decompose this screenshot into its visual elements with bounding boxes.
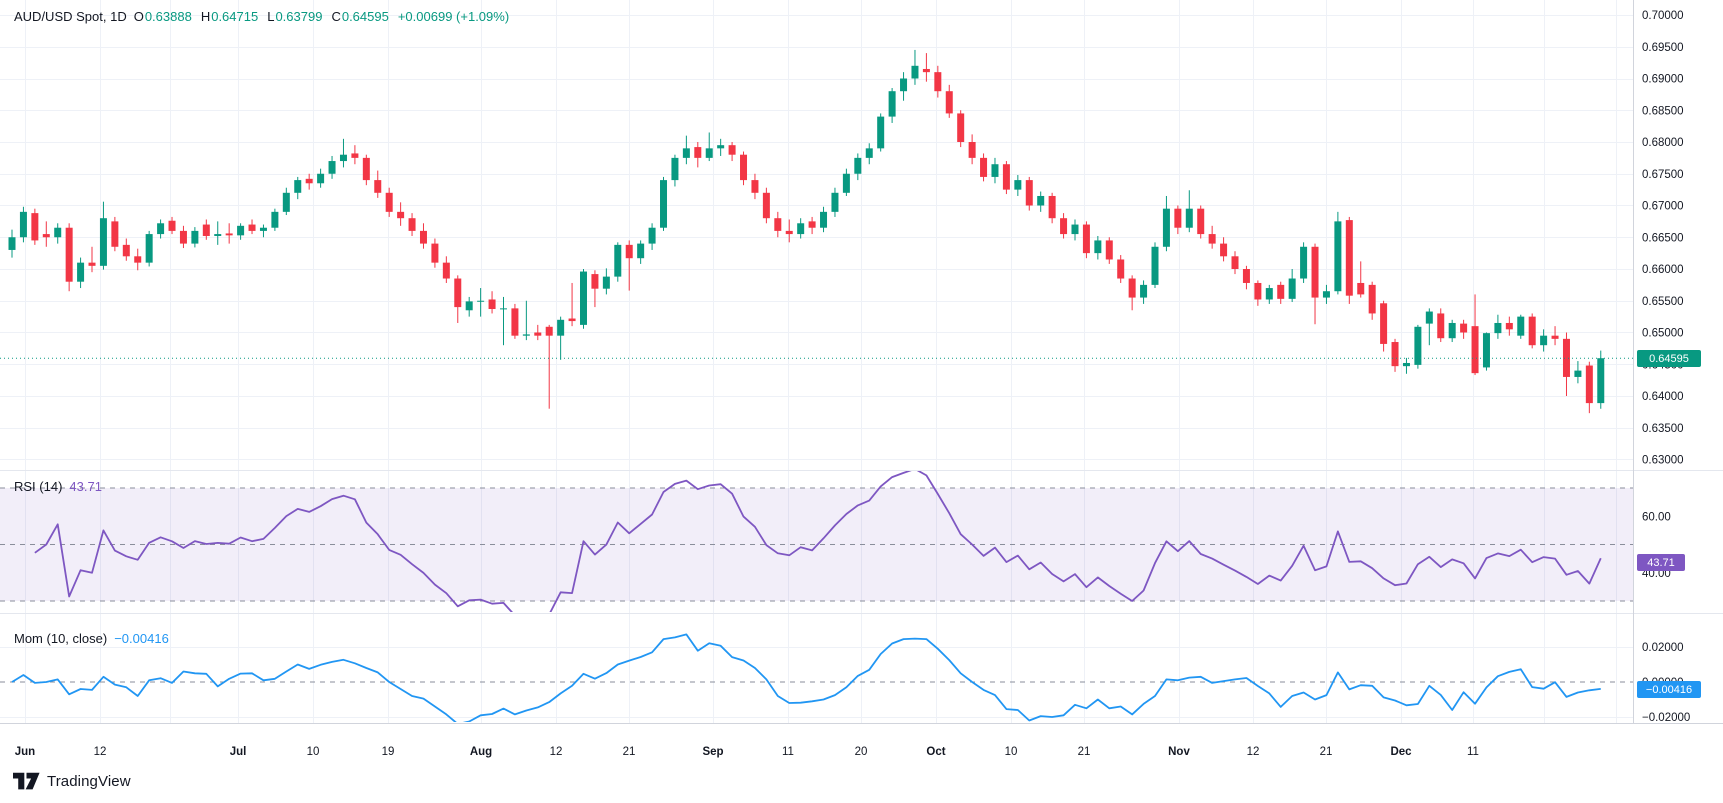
main-series-legend[interactable]: AUD/USD Spot, 1D O 0.63888 H 0.64715 L 0.63… [14,9,509,24]
close-label: C [331,9,341,24]
time-tick-label: 10 [1005,746,1018,758]
price-tick-label: 0.63000 [1642,455,1684,467]
rsi-tick-label: 60.00 [1642,511,1671,523]
close-value: 0.64595 [341,9,389,24]
rsi-value-badge: 43.71 [1637,554,1685,571]
time-tick-label: Oct [926,746,945,758]
time-tick-label: 21 [1320,746,1333,758]
mom-tick-label: −0.02000 [1642,712,1690,724]
price-tick-label: 0.65000 [1642,328,1684,340]
momentum-title: Mom (10, close) [14,631,108,646]
gridlines [0,0,1633,723]
momentum-line [11,633,1601,722]
price-tick-label: 0.66500 [1642,232,1684,244]
price-tick-label: 0.68500 [1642,105,1684,117]
price-axis[interactable]: 0.70000 0.69500 0.69000 0.68500 0.68000 0.675… [1642,10,1690,724]
price-tick-label: 0.69000 [1642,74,1684,86]
price-tick-label: 0.67000 [1642,201,1684,213]
time-axis[interactable]: Jun 12 Jul 10 19 Aug 12 21 Sep 11 20 Oct 10 21 Nov 12 21… [15,746,1479,758]
tradingview-brand-text: TradingView [47,773,131,790]
symbol-title[interactable]: AUD/USD Spot, 1D [14,9,127,24]
low-value: 0.63799 [275,9,323,24]
tradingview-logo-link[interactable]: TradingView [13,772,131,791]
time-tick-label: 10 [307,746,320,758]
price-tick-label: 0.66000 [1642,264,1684,276]
rsi-value: 43.71 [69,479,102,494]
momentum-legend[interactable]: Mom (10, close) −0.00416 [14,631,169,646]
time-tick-label: Nov [1168,746,1190,758]
time-tick-label: 11 [1467,746,1479,758]
price-tick-label: 0.67500 [1642,169,1684,181]
time-tick-label: Aug [470,746,492,758]
tradingview-icon [13,772,40,790]
time-tick-label: 12 [94,746,107,758]
price-tick-label: 0.70000 [1642,10,1684,22]
low-label: L [267,9,275,24]
change-value: +0.00699 (+1.09%) [397,9,510,24]
time-tick-label: Jun [15,746,35,758]
time-tick-label: 21 [1078,746,1091,758]
price-tick-label: 0.69500 [1642,42,1684,54]
pane-separators[interactable] [0,470,1723,614]
open-value: 0.63888 [144,9,192,24]
time-tick-label: Dec [1390,746,1412,758]
time-tick-label: 19 [382,746,395,758]
rsi-legend[interactable]: RSI (14) 43.71 [14,479,102,494]
price-tick-label: 0.65500 [1642,296,1684,308]
momentum-value-badge: −0.00416 [1637,681,1701,698]
rsi-title: RSI (14) [14,479,63,494]
mom-tick-label: 0.02000 [1642,642,1684,654]
rsi-line [34,471,1602,612]
high-label: H [200,9,211,24]
momentum-value: −0.00416 [114,631,169,646]
time-tick-label: 20 [855,746,868,758]
price-tick-label: 0.63500 [1642,423,1684,435]
ohlc-values: O 0.63888 H 0.64715 L 0.63799 C 0.64595 +0.0… [134,9,509,24]
price-tick-label: 0.64000 [1642,391,1684,403]
price-tick-label: 0.68000 [1642,137,1684,149]
time-tick-label: 12 [550,746,563,758]
time-tick-label: 12 [1247,746,1260,758]
candlestick-series [8,49,1605,414]
time-tick-label: Jul [230,746,247,758]
time-tick-label: 11 [782,746,794,758]
time-tick-label: 21 [623,746,636,758]
time-tick-label: Sep [702,746,723,758]
high-value: 0.64715 [211,9,259,24]
open-label: O [133,9,144,24]
last-price-badge: 0.64595 [1637,350,1701,367]
